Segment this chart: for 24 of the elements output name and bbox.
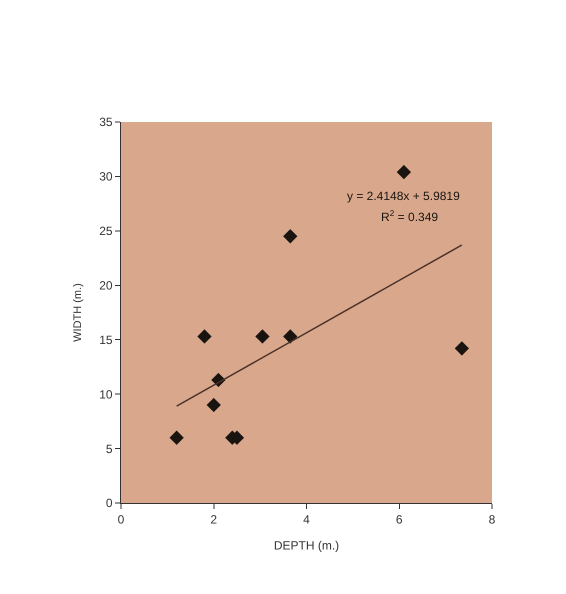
y-tick-label: 5	[106, 442, 113, 456]
point	[170, 430, 184, 445]
y-tick-label: 30	[99, 170, 113, 184]
y-tick-label: 25	[99, 224, 113, 238]
y-axis-title: WIDTH (m.)	[72, 283, 84, 342]
y-tick-label: 0	[106, 496, 113, 510]
y-tick-label: 35	[99, 115, 113, 130]
x-tick-label: 0	[118, 512, 125, 526]
annotation: y = 2.4148x + 5.9819	[347, 189, 460, 203]
y-tick-label: 10	[99, 387, 113, 402]
point	[396, 164, 412, 180]
y-tick-label: 15	[99, 332, 113, 347]
x-axis-title: DEPTH (m.)	[274, 538, 340, 552]
x-tick-label: 4	[303, 512, 310, 526]
point	[454, 341, 470, 356]
point	[206, 398, 221, 412]
point	[197, 329, 212, 344]
point	[283, 229, 298, 244]
x-tick-label: 6	[396, 512, 403, 526]
x-tick-label: 8	[488, 512, 496, 526]
y-tick-label: 20	[99, 278, 113, 292]
annotation: R$^{2}$ = 0.349	[381, 208, 438, 224]
point	[255, 329, 270, 344]
x-tick-label: 2	[210, 512, 218, 526]
